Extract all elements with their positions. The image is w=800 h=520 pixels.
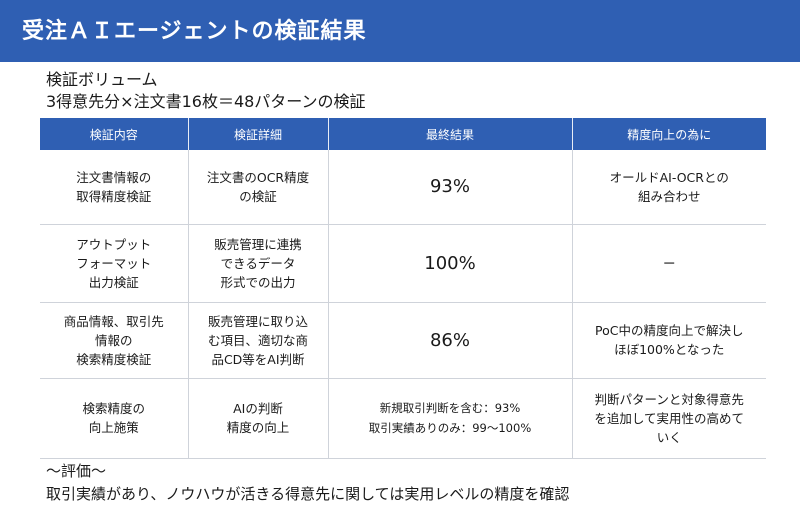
- cell-detail: 注文書のOCR精度 の検証: [188, 150, 329, 225]
- cell-improvement: 判断パターンと対象得意先 を追加して実用性の高めて いく: [572, 378, 766, 459]
- cell-detail: 販売管理に連携 できるデータ 形式での出力: [188, 224, 329, 303]
- table-row: 商品情報、取引先 情報の 検索精度検証 販売管理に取り込 む項目、適切な商 品C…: [40, 302, 766, 379]
- results-table: 検証内容 検証詳細 最終結果 精度向上の為に 注文書情報の 取得精度検証 注文書…: [40, 118, 766, 459]
- column-header-result: 最終結果: [328, 118, 573, 150]
- cell-content: 商品情報、取引先 情報の 検索精度検証: [40, 302, 189, 379]
- table-row: 検索精度の 向上施策 AIの判断 精度の向上 新規取引判断を含む：93% 取引実…: [40, 378, 766, 459]
- table-row: アウトプット フォーマット 出力検証 販売管理に連携 できるデータ 形式での出力…: [40, 224, 766, 303]
- cell-content: アウトプット フォーマット 出力検証: [40, 224, 189, 303]
- cell-content: 検索精度の 向上施策: [40, 378, 189, 459]
- cell-improvement: ー: [572, 224, 766, 303]
- column-header-content: 検証内容: [40, 118, 189, 150]
- table-header-row: 検証内容 検証詳細 最終結果 精度向上の為に: [40, 118, 766, 150]
- cell-result: 新規取引判断を含む：93% 取引実績ありのみ：99～100%: [328, 378, 573, 459]
- cell-result: 86%: [328, 302, 573, 379]
- cell-improvement: オールドAI-OCRとの 組み合わせ: [572, 150, 766, 225]
- page-title: 受注ＡＩエージェントの検証結果: [22, 19, 367, 44]
- cell-content: 注文書情報の 取得精度検証: [40, 150, 189, 225]
- cell-detail: 販売管理に取り込 む項目、適切な商 品CD等をAI判断: [188, 302, 329, 379]
- volume-detail: 3得意先分×注文書16枚＝48パターンの検証: [46, 92, 366, 111]
- table-row: 注文書情報の 取得精度検証 注文書のOCR精度 の検証 93% オールドAI-O…: [40, 150, 766, 225]
- cell-result: 93%: [328, 150, 573, 225]
- column-header-improvement: 精度向上の為に: [572, 118, 766, 150]
- cell-improvement: PoC中の精度向上で解決し ほぼ100%となった: [572, 302, 766, 379]
- volume-heading: 検証ボリューム: [46, 70, 158, 89]
- evaluation-summary: 取引実績があり、ノウハウが活きる得意先に関しては実用レベルの精度を確認: [46, 485, 570, 503]
- cell-detail: AIの判断 精度の向上: [188, 378, 329, 459]
- column-header-detail: 検証詳細: [188, 118, 329, 150]
- cell-result: 100%: [328, 224, 573, 303]
- evaluation-heading: ～評価～: [46, 462, 107, 480]
- title-banner: 受注ＡＩエージェントの検証結果: [0, 0, 800, 62]
